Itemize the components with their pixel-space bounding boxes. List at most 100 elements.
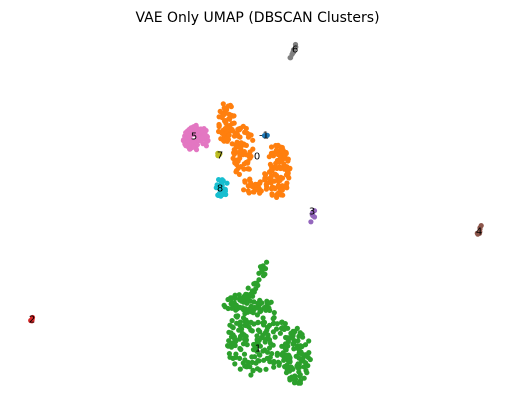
data-point (255, 187, 262, 193)
data-point (260, 315, 266, 321)
data-point (282, 164, 288, 170)
data-point (266, 305, 272, 311)
data-point (268, 173, 275, 179)
data-point (295, 380, 302, 386)
data-point (220, 101, 226, 107)
data-point (250, 189, 256, 195)
data-point (245, 320, 251, 326)
cluster-label: 5 (191, 132, 197, 143)
data-point (205, 137, 211, 144)
data-point (247, 291, 254, 297)
cluster-label: 1 (255, 344, 261, 355)
data-point (231, 147, 237, 153)
data-point (256, 337, 262, 343)
cluster-label: 2 (29, 315, 35, 326)
data-point (240, 315, 247, 321)
data-point (286, 353, 292, 359)
data-point (191, 138, 197, 144)
data-point (243, 142, 249, 148)
cluster-label: 3 (309, 207, 315, 218)
data-point (295, 338, 301, 344)
data-point (304, 370, 310, 376)
data-point (279, 319, 285, 325)
data-point (234, 314, 240, 320)
data-point (280, 350, 286, 356)
cluster-label: 8 (217, 184, 223, 195)
data-point (281, 326, 287, 332)
data-point (257, 306, 263, 312)
data-point (189, 132, 195, 138)
data-point (250, 368, 256, 374)
data-point (257, 264, 264, 270)
data-point (276, 159, 282, 165)
data-point (290, 333, 296, 339)
data-point (274, 352, 280, 358)
data-point (253, 286, 259, 292)
data-point (248, 372, 254, 378)
data-point (244, 342, 250, 348)
data-point (220, 137, 226, 143)
data-point (255, 319, 261, 325)
data-point (306, 350, 312, 356)
data-point (226, 132, 232, 138)
data-point (228, 104, 234, 110)
data-point (243, 306, 249, 312)
data-point (232, 361, 238, 367)
data-point (217, 187, 223, 193)
data-point (279, 148, 285, 154)
data-point (269, 191, 275, 197)
data-point (225, 343, 231, 349)
data-point (242, 357, 248, 363)
cluster-label: 4 (476, 227, 482, 238)
data-point (250, 146, 256, 152)
data-point (221, 105, 227, 111)
data-point (231, 113, 237, 119)
data-point (257, 179, 263, 185)
cluster-label: -1 (259, 131, 269, 142)
data-point (296, 347, 302, 354)
data-point (236, 171, 242, 177)
data-point (260, 320, 266, 326)
data-point (235, 133, 241, 139)
data-point (242, 179, 248, 185)
data-point (251, 321, 257, 327)
cluster-3 (308, 208, 318, 225)
data-point (203, 143, 209, 149)
data-point (284, 362, 290, 368)
data-point (263, 186, 269, 192)
data-point (295, 365, 301, 371)
data-point (252, 342, 258, 348)
data-point (246, 154, 253, 160)
data-point (268, 167, 274, 173)
data-point (276, 362, 282, 368)
data-point (242, 363, 248, 369)
data-point (278, 165, 284, 172)
data-point (291, 346, 297, 352)
data-point (276, 183, 282, 189)
data-point (274, 194, 280, 200)
data-point (252, 280, 258, 286)
data-point (186, 126, 192, 132)
data-point (299, 356, 305, 362)
data-point (226, 338, 232, 344)
data-point (230, 325, 236, 331)
data-point (274, 173, 280, 179)
data-point (263, 366, 269, 372)
data-point (297, 332, 303, 338)
data-point (262, 172, 269, 178)
data-point (257, 367, 263, 373)
data-point (268, 144, 275, 150)
data-point (249, 354, 255, 360)
data-point (237, 322, 243, 329)
data-point (233, 351, 239, 357)
data-point (270, 329, 276, 335)
data-point (241, 187, 247, 193)
data-point (238, 125, 244, 131)
data-point (266, 337, 273, 343)
data-point (247, 364, 253, 370)
cluster-6 (287, 41, 299, 61)
data-point (228, 128, 234, 134)
data-point (194, 142, 200, 148)
data-point (229, 305, 235, 311)
data-point (309, 210, 315, 216)
